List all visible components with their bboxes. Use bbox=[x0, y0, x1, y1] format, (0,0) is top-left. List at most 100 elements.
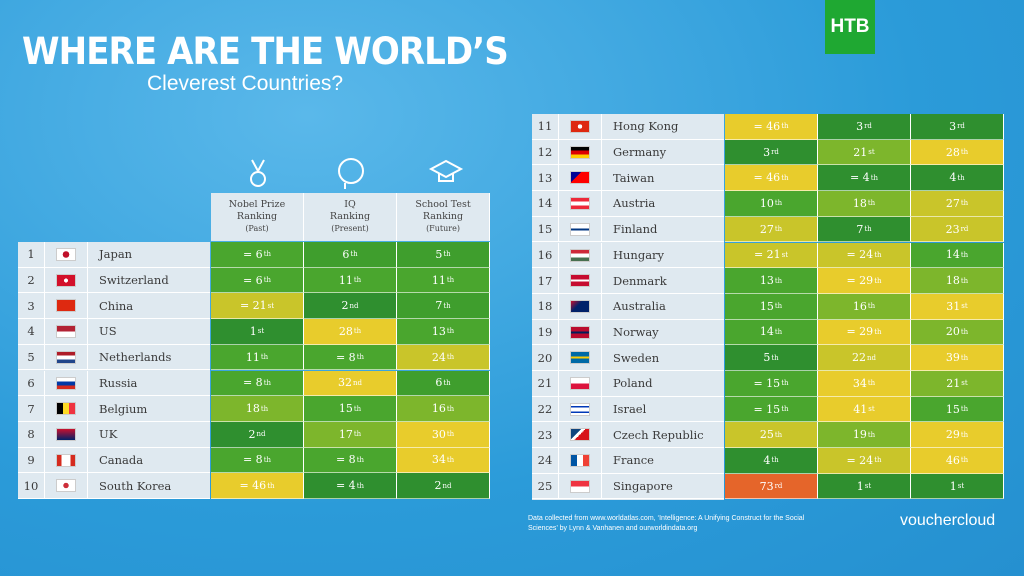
rank-suffix: th bbox=[960, 199, 969, 208]
country: Netherlands bbox=[88, 345, 210, 371]
rank-text: 16 bbox=[431, 402, 446, 416]
rank-suffix: th bbox=[874, 456, 882, 465]
rank-suffix: th bbox=[263, 378, 272, 387]
flag-cell bbox=[559, 268, 602, 294]
rank-suffix: st bbox=[957, 482, 965, 491]
country: China bbox=[88, 293, 210, 320]
rank-suffix: st bbox=[781, 250, 789, 259]
rank: 12 bbox=[532, 139, 559, 166]
rank-text: 2 bbox=[341, 299, 349, 313]
rank-suffix: th bbox=[356, 481, 365, 490]
rank-text: 46 bbox=[945, 453, 960, 467]
country: UK bbox=[88, 422, 210, 448]
rank-text: 2 bbox=[248, 427, 256, 441]
rank: 9 bbox=[18, 447, 45, 474]
rank-text: = 6 bbox=[242, 247, 263, 261]
flag-cell bbox=[559, 473, 602, 500]
rank-text: 14 bbox=[759, 325, 774, 339]
country: Poland bbox=[602, 371, 724, 397]
flag-cell bbox=[45, 421, 88, 448]
country: Finland bbox=[602, 217, 724, 243]
flag-cell bbox=[559, 191, 602, 217]
country: Czech Republic bbox=[602, 422, 724, 449]
flag bbox=[570, 145, 590, 159]
footer-note: Data collected from www.worldatlas.com, … bbox=[528, 515, 805, 532]
rank-text: 73 bbox=[759, 479, 774, 493]
rank-suffix: th bbox=[960, 430, 969, 439]
rank: 24 bbox=[532, 448, 559, 474]
flag bbox=[570, 479, 590, 493]
rank-text: 1 bbox=[856, 479, 864, 493]
rank-suffix: nd bbox=[349, 301, 359, 310]
rank-suffix: rd bbox=[774, 482, 783, 491]
flag bbox=[56, 273, 76, 287]
rank-text: 29 bbox=[945, 428, 960, 442]
rank-text: 11 bbox=[245, 350, 260, 364]
flag-cell bbox=[45, 370, 88, 397]
rank: 4 bbox=[18, 319, 45, 345]
rank-text: 20 bbox=[945, 325, 960, 339]
flag bbox=[56, 402, 76, 416]
rank-text: 28 bbox=[338, 324, 353, 338]
rank: 7 bbox=[18, 396, 45, 422]
brand: vouchercloud bbox=[900, 512, 996, 529]
rank: 23 bbox=[532, 422, 559, 449]
rank-text: 23 bbox=[945, 222, 960, 236]
rank-suffix: th bbox=[350, 250, 358, 259]
rank-suffix: nd bbox=[256, 430, 266, 439]
rank-suffix: th bbox=[267, 481, 275, 490]
flag-cell bbox=[559, 242, 602, 269]
rank-suffix: th bbox=[867, 430, 876, 439]
rank-suffix: th bbox=[774, 276, 783, 285]
channel-logo: НТВ bbox=[825, 0, 875, 54]
rank-suffix: th bbox=[867, 199, 876, 208]
rank-suffix: th bbox=[771, 353, 779, 362]
column-header: School Test Ranking (Future) bbox=[397, 193, 490, 241]
rank-text: 1 bbox=[949, 479, 957, 493]
country: Norway bbox=[602, 320, 724, 346]
rank-suffix: th bbox=[446, 455, 455, 464]
country: Denmark bbox=[602, 268, 724, 294]
rank-text: 21 bbox=[946, 376, 961, 390]
country: Israel bbox=[602, 397, 724, 423]
rank-suffix: th bbox=[870, 173, 879, 182]
rank-text: 16 bbox=[852, 299, 867, 313]
rank-text: 27 bbox=[759, 222, 774, 236]
flag bbox=[570, 222, 590, 236]
flag bbox=[570, 377, 590, 390]
flag bbox=[570, 171, 590, 185]
header-line: (Present) bbox=[331, 224, 369, 233]
rank-suffix: th bbox=[867, 379, 876, 388]
rank-text: 19 bbox=[852, 428, 867, 442]
rank-text: 34 bbox=[431, 453, 446, 467]
flag bbox=[570, 428, 590, 442]
country: Belgium bbox=[88, 396, 210, 422]
rank-text: 6 bbox=[435, 376, 443, 390]
flag-cell bbox=[559, 114, 602, 140]
rank-text: 14 bbox=[945, 248, 960, 262]
rank-text: 28 bbox=[945, 145, 960, 159]
title: WHERE ARE THE WORLD’S bbox=[22, 30, 509, 73]
flag-cell bbox=[45, 473, 88, 499]
rank-text: 25 bbox=[759, 428, 774, 442]
